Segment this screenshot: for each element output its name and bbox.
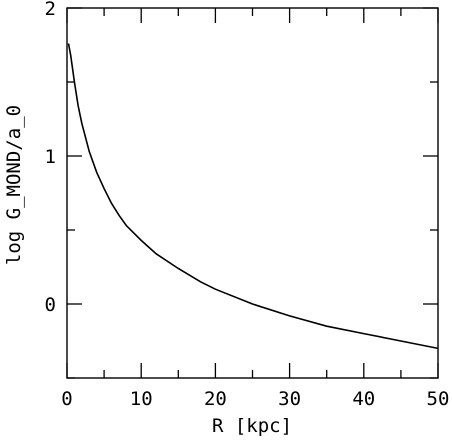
series-line — [67, 43, 439, 350]
x-axis-label: R [kpc] — [212, 415, 292, 437]
y-tick-label: 2 — [45, 0, 56, 20]
plot-frame — [66, 7, 439, 379]
x-tick-label: 40 — [352, 388, 375, 410]
y-tick-label: 0 — [45, 294, 56, 316]
x-tick-label: 20 — [204, 388, 227, 410]
y-axis-label: log G_MOND/a_0 — [3, 105, 25, 265]
x-tick-label: 0 — [61, 388, 72, 410]
ticks — [66, 7, 439, 379]
x-tick-label: 50 — [427, 388, 450, 410]
tick-labels: 0 10 20 30 40 50 0 1 2 — [45, 0, 450, 410]
x-tick-label: 30 — [278, 388, 301, 410]
y-tick-label: 1 — [45, 146, 56, 168]
x-tick-label: 10 — [130, 388, 153, 410]
